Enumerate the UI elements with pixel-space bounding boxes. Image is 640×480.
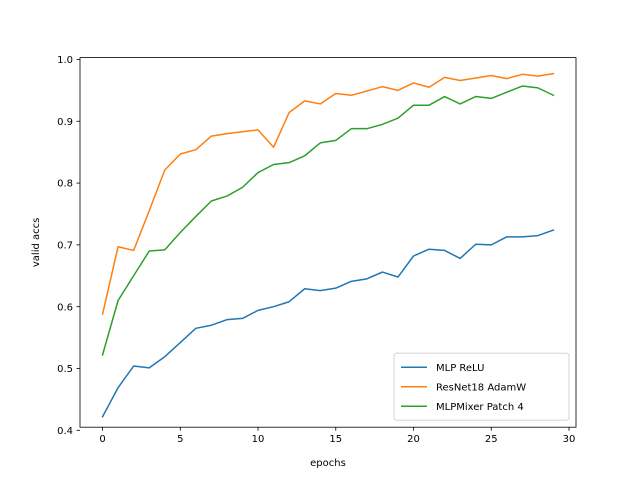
legend-label-2: MLPMixer Patch 4 [436, 402, 524, 413]
x-tick-label: 0 [99, 434, 105, 445]
x-tick-label: 5 [177, 434, 183, 445]
x-tick-label: 25 [485, 434, 498, 445]
y-tick-label: 0.6 [57, 302, 73, 313]
x-axis-label: epochs [310, 458, 346, 469]
y-tick-label: 0.5 [57, 364, 73, 375]
x-tick-label: 20 [407, 434, 420, 445]
x-tick-label: 15 [329, 434, 342, 445]
x-axis-ticks: 0 5 10 15 20 25 30 [99, 427, 575, 445]
legend-label-0: MLP ReLU [436, 363, 484, 374]
y-tick-label: 0.7 [57, 240, 73, 251]
y-axis-ticks: 0.4 0.5 0.6 0.7 0.8 0.9 1.0 [57, 55, 80, 437]
x-tick-label: 10 [252, 434, 265, 445]
legend-box [393, 352, 570, 421]
plot-area-frame [79, 57, 577, 428]
series-line-1 [101, 72, 555, 315]
series-lines [101, 72, 555, 418]
x-tick-label: 30 [563, 434, 576, 445]
y-axis-label: valid accs [31, 218, 42, 267]
y-tick-label: 0.8 [57, 179, 73, 190]
legend-label-1: ResNet18 AdamW [436, 382, 526, 393]
y-tick-label: 0.9 [57, 117, 73, 128]
y-tick-label: 0.4 [57, 426, 73, 437]
y-tick-label: 1.0 [57, 55, 73, 66]
legend: MLP ReLU ResNet18 AdamW MLPMixer Patch 4 [393, 352, 570, 421]
series-line-2 [101, 85, 555, 356]
series-line-0 [101, 229, 555, 418]
